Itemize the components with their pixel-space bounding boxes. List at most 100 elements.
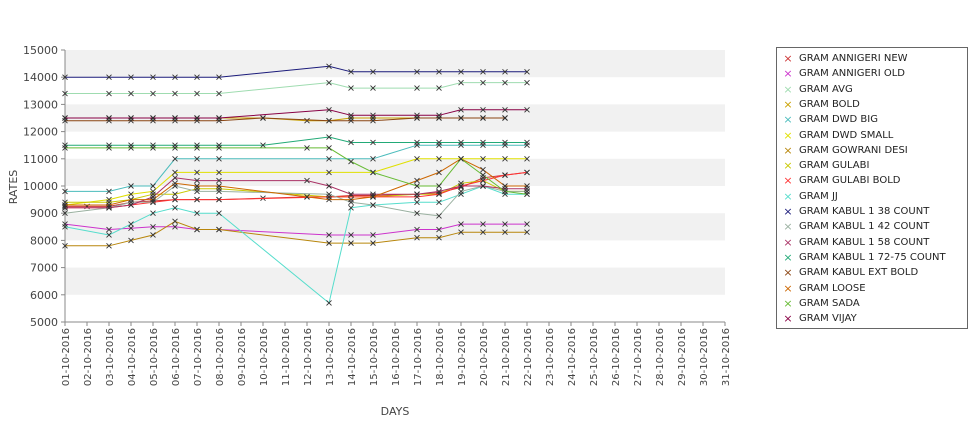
data-point xyxy=(106,243,112,249)
data-point xyxy=(194,210,200,217)
data-point xyxy=(172,175,178,181)
data-point xyxy=(304,177,310,184)
legend-item: × GRAM GOWRANI DESI xyxy=(777,143,907,158)
data-point xyxy=(62,115,68,121)
data-point xyxy=(106,202,112,208)
point-marker xyxy=(194,169,200,176)
data-point xyxy=(348,112,354,119)
point-marker xyxy=(194,196,200,203)
point-marker xyxy=(348,191,354,197)
data-point xyxy=(348,117,354,124)
data-point xyxy=(436,155,442,162)
data-point xyxy=(502,188,508,195)
data-point xyxy=(194,196,200,203)
legend-label: GRAM AVG xyxy=(799,83,853,95)
legend-marker-icon: × xyxy=(783,296,793,310)
data-point xyxy=(436,139,442,146)
point-marker xyxy=(370,155,376,162)
data-point xyxy=(480,68,486,75)
data-point xyxy=(128,196,134,203)
point-marker xyxy=(128,145,134,151)
series-lines xyxy=(62,63,530,306)
point-marker xyxy=(436,183,442,189)
data-point xyxy=(370,68,376,75)
point-marker xyxy=(436,68,442,75)
point-marker xyxy=(502,68,508,75)
axes xyxy=(61,49,726,326)
point-marker xyxy=(348,139,354,146)
point-marker xyxy=(172,74,178,81)
series-line xyxy=(65,136,527,146)
data-point xyxy=(216,145,222,151)
data-point xyxy=(370,117,376,124)
legend-marker-icon: × xyxy=(783,174,793,188)
data-point xyxy=(326,240,332,246)
point-marker xyxy=(480,68,486,75)
point-marker xyxy=(502,172,508,178)
point-marker xyxy=(216,210,222,217)
data-point xyxy=(216,210,222,217)
point-marker xyxy=(502,188,508,195)
point-marker xyxy=(62,145,68,151)
data-point xyxy=(304,117,310,124)
legend-label: GRAM KABUL 1 38 COUNT xyxy=(799,206,930,217)
point-marker xyxy=(480,166,486,173)
data-point xyxy=(304,145,310,151)
data-point xyxy=(502,229,508,236)
point-marker xyxy=(524,155,530,162)
data-point xyxy=(150,90,156,97)
legend-item: × GRAM BOLD xyxy=(777,97,859,112)
data-point xyxy=(150,115,156,121)
point-marker xyxy=(480,107,486,113)
point-marker xyxy=(524,221,530,227)
y-tick-label: 14000 xyxy=(23,71,58,84)
point-marker xyxy=(370,169,376,176)
data-point xyxy=(194,169,200,176)
data-point xyxy=(502,221,508,227)
x-tick-label: 17-10-2016 xyxy=(413,328,424,386)
y-tick-label: 7000 xyxy=(30,262,58,275)
data-point xyxy=(62,188,68,195)
x-axis-label: DAYS xyxy=(381,405,410,418)
point-marker xyxy=(150,232,156,238)
data-point xyxy=(480,221,486,227)
x-tick-label: 16-10-2016 xyxy=(391,328,402,386)
legend-label: GRAM KABUL EXT BOLD xyxy=(799,267,919,279)
point-marker xyxy=(128,196,134,203)
legend-item: × GRAM VIJAY xyxy=(777,311,856,326)
data-point xyxy=(480,115,486,121)
data-point xyxy=(524,155,530,162)
data-point xyxy=(326,107,332,113)
series-line xyxy=(65,220,527,247)
point-marker xyxy=(172,204,178,211)
data-point xyxy=(172,218,178,225)
point-marker xyxy=(194,90,200,97)
point-marker xyxy=(370,68,376,75)
x-tick-label: 03-10-2016 xyxy=(105,328,116,386)
data-point xyxy=(216,90,222,97)
point-marker xyxy=(414,139,420,146)
point-marker xyxy=(458,139,464,146)
point-marker xyxy=(106,74,112,81)
point-marker xyxy=(348,85,354,91)
data-point xyxy=(216,177,222,184)
data-point xyxy=(326,169,332,176)
point-marker xyxy=(216,155,222,162)
x-tick-label: 25-10-2016 xyxy=(589,328,600,386)
point-marker xyxy=(172,115,178,121)
data-point xyxy=(348,196,354,203)
data-point xyxy=(62,223,68,230)
legend-marker-icon: × xyxy=(783,159,793,173)
data-point xyxy=(326,145,332,151)
data-point xyxy=(326,155,332,162)
point-marker xyxy=(62,223,68,230)
legend-label: GRAM KABUL 1 58 COUNT xyxy=(799,236,930,248)
point-marker xyxy=(436,85,442,91)
data-point xyxy=(480,107,486,113)
data-point xyxy=(436,169,442,176)
data-point xyxy=(436,226,442,233)
data-point xyxy=(436,183,442,189)
data-point xyxy=(370,194,376,200)
data-point xyxy=(194,226,200,233)
point-marker xyxy=(502,183,508,189)
